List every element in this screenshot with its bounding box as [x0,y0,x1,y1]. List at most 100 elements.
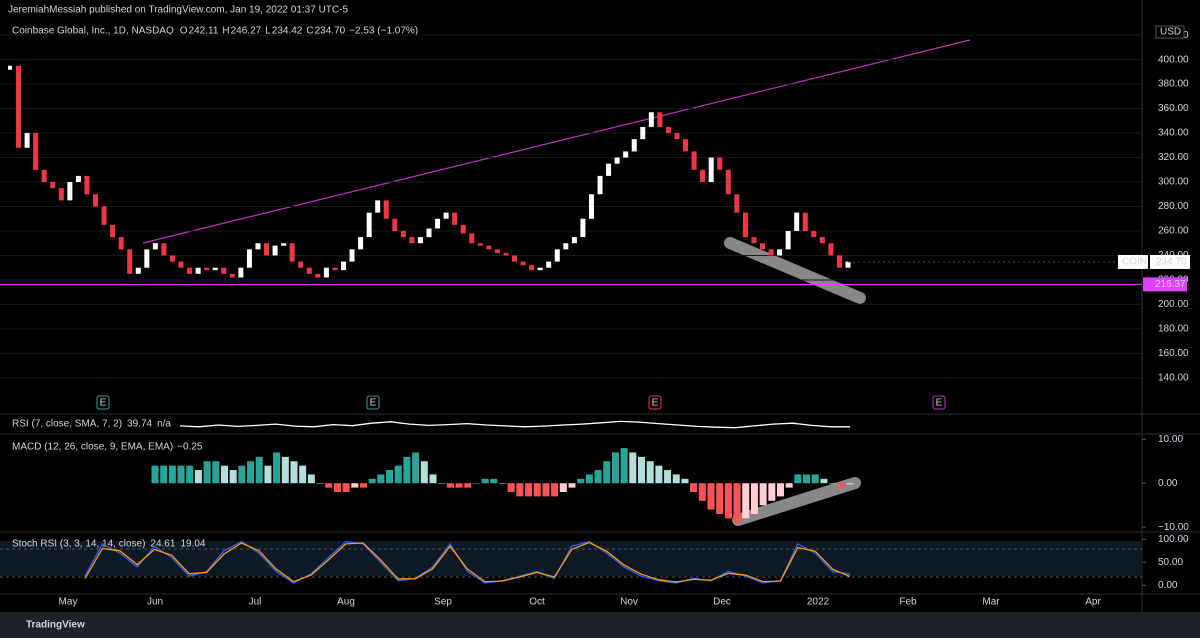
earnings-marker [932,395,946,410]
macd-bar [664,470,672,484]
candle [229,273,235,278]
macd-bar [255,456,263,484]
macd-bar [724,483,732,519]
macd-bar [837,483,845,488]
candle [751,237,757,244]
y-tick-label: 10.00 [1158,434,1183,445]
macd-bar [672,474,680,484]
macd-bar [750,483,758,514]
candle [614,157,620,164]
candle [306,267,312,274]
candle [828,243,834,256]
macd-bar [299,465,307,484]
candle [623,151,629,158]
y-tick-label: 160.00 [1158,348,1189,359]
candle [708,157,714,183]
candle [725,169,731,195]
earnings-marker [366,395,380,410]
candle [571,237,577,244]
candle [169,255,175,262]
y-tick-label: 260.00 [1158,226,1189,237]
price-label: 234.70 [1156,257,1187,268]
x-tick-label: Oct [529,597,545,608]
candle [144,249,150,268]
ohlc-label: C [306,26,313,37]
candle [529,265,535,271]
candle [683,139,689,152]
candle [657,112,663,127]
candle [289,243,295,262]
y-tick-label: 200.00 [1158,299,1189,310]
earnings-label: E [652,398,659,409]
footer-bar [0,612,1200,638]
y-tick-label: 0.00 [1158,580,1178,591]
macd-bar [811,474,819,484]
macd-bar [351,483,359,488]
candle [349,249,355,262]
candle [272,245,278,256]
rsi-title: RSI (7, close, SMA, 7, 2) [12,419,122,430]
candle [41,169,47,183]
x-tick-label: Nov [620,597,638,608]
support-label: 216.37 [1155,279,1186,290]
y-tick-label: 180.00 [1158,324,1189,335]
macd-bar [594,470,602,484]
candle [383,200,389,219]
candle [819,237,825,244]
candle [588,194,594,219]
candle [161,243,167,256]
candle [563,243,569,250]
macd-bar [247,461,255,484]
macd-bar [472,483,480,484]
macd-bar [360,483,367,488]
candle [110,224,116,238]
macd-bar [420,461,428,484]
candle [785,230,791,250]
macd-bar [481,478,489,484]
candle [204,267,210,271]
macd-bar [160,465,168,484]
macd-bar [490,478,498,484]
candle [426,228,432,238]
candle [742,212,748,238]
stoch-title: Stoch RSI (3, 3, 14, 14, close) [12,539,145,550]
macd-bar [394,465,402,484]
y-tick-label: 100.00 [1158,534,1189,545]
macd-bar [655,465,663,484]
ohlc-label: L [265,26,271,37]
candle [486,245,492,250]
candle [332,267,338,271]
candle [238,267,244,278]
macd-bar [759,483,767,506]
candle [323,267,329,278]
candle [392,218,398,231]
candle [178,261,184,268]
candle [358,237,364,250]
macd-bar [620,448,628,484]
symbol-title: Coinbase Global, Inc., 1D, NASDAQ [12,26,174,37]
candle [674,133,680,140]
candle [717,157,723,170]
macd-bar [464,483,472,488]
macd-bar [194,470,202,484]
macd-bar [568,483,576,488]
macd-bar [238,465,246,484]
trendline [142,39,971,244]
macd-bar [316,483,324,484]
candle [631,139,637,152]
y-tick-label: 50.00 [1158,557,1183,568]
x-tick-label: Apr [1085,597,1101,608]
candle [212,267,218,271]
x-tick-label: Mar [982,597,1000,608]
macd-bar [386,470,394,484]
ohlc-value: 242.11 [189,26,219,37]
macd-bar [212,461,220,484]
candle [606,163,612,176]
macd-bar [777,483,784,497]
macd-bar [733,483,741,523]
candle [16,65,22,148]
macd-bar [455,483,463,488]
candle [127,249,133,274]
candle [75,175,81,183]
macd-title: MACD (12, 26, close, 9, EMA, EMA) [12,442,173,453]
